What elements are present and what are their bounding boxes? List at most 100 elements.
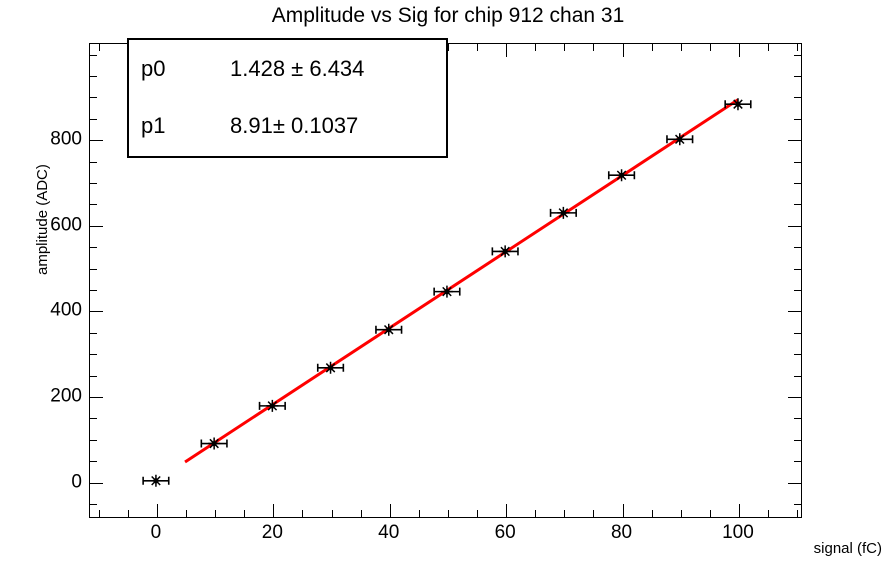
- x-axis-tick: [273, 504, 274, 517]
- fit-param-name: p0: [141, 56, 166, 81]
- y-axis-tick: [90, 55, 97, 56]
- fit-param-name: p1: [141, 113, 166, 138]
- y-axis-tick-right: [788, 140, 801, 141]
- x-axis-tick: [157, 504, 158, 517]
- x-axis-tick-top: [797, 44, 798, 51]
- x-axis-tick: [477, 510, 478, 517]
- x-axis-tick: [390, 504, 391, 517]
- x-axis-tick-top: [99, 44, 100, 51]
- y-axis-tick-right: [794, 354, 801, 355]
- fit-row: p0 1.428 ± 6.434: [129, 40, 446, 100]
- x-axis-tick-top: [739, 44, 740, 57]
- x-axis-tick-label: 40: [378, 522, 400, 543]
- y-axis-tick-right: [794, 76, 801, 77]
- x-axis-tick: [361, 510, 362, 517]
- y-axis-tick: [90, 311, 103, 312]
- fit-statistics-box: p0 1.428 ± 6.434 p1 8.91± 0.1037: [127, 38, 448, 158]
- x-axis-tick: [419, 510, 420, 517]
- x-axis-tick: [302, 510, 303, 517]
- x-axis-tick-top: [564, 44, 565, 51]
- x-axis-tick-top: [768, 44, 769, 51]
- x-axis-tick: [215, 510, 216, 517]
- y-axis-tick-right: [794, 333, 801, 334]
- y-axis-tick: [90, 397, 103, 398]
- y-axis-tick-right: [794, 290, 801, 291]
- x-axis-tick-top: [535, 44, 536, 51]
- y-axis-tick-right: [794, 55, 801, 56]
- y-axis-tick-right: [794, 162, 801, 163]
- x-axis-tick-top: [448, 44, 449, 51]
- x-axis-tick: [681, 510, 682, 517]
- x-axis-tick: [593, 510, 594, 517]
- y-axis-tick: [90, 183, 97, 184]
- y-axis-tick-right: [788, 226, 801, 227]
- x-axis-tick-label: 100: [722, 522, 754, 543]
- page-title: Amplitude vs Sig for chip 912 chan 31: [271, 4, 625, 27]
- y-axis-tick-right: [788, 311, 801, 312]
- y-axis-tick-right: [794, 440, 801, 441]
- y-axis-tick: [90, 376, 97, 377]
- fit-param-value: 8.91± 0.1037: [230, 113, 359, 138]
- y-axis-tick: [90, 483, 103, 484]
- x-axis-tick-top: [623, 44, 624, 57]
- x-axis-tick: [99, 510, 100, 517]
- plot-area: [90, 44, 801, 517]
- x-axis-tick-top: [593, 44, 594, 51]
- x-axis-tick-top: [652, 44, 653, 51]
- x-axis-tick: [332, 510, 333, 517]
- y-axis-tick-label: 0: [71, 471, 82, 493]
- x-axis-tick: [244, 510, 245, 517]
- x-axis-tick-label: 0: [150, 522, 162, 543]
- y-axis-tick-right: [794, 269, 801, 270]
- y-axis-tick: [90, 354, 97, 355]
- x-axis-tick-label: 20: [261, 522, 283, 543]
- x-axis-tick-labels: 0 20 40 60 80 100: [0, 523, 896, 549]
- x-axis-tick-top: [477, 44, 478, 51]
- x-axis-tick: [186, 510, 187, 517]
- y-axis-tick: [90, 290, 97, 291]
- y-axis-tick-right: [794, 247, 801, 248]
- y-axis-tick-right: [794, 504, 801, 505]
- y-axis-tick-right: [794, 461, 801, 462]
- x-axis-tick: [535, 510, 536, 517]
- y-axis-title: amplitude (ADC): [34, 164, 51, 275]
- x-axis-tick: [128, 510, 129, 517]
- y-axis-tick: [90, 162, 97, 163]
- y-axis-tick: [90, 140, 103, 141]
- y-axis-tick: [90, 76, 97, 77]
- y-axis-tick: [90, 269, 97, 270]
- x-axis-tick: [623, 504, 624, 517]
- y-axis-tick-label: 600: [50, 214, 82, 236]
- x-axis-tick-top: [681, 44, 682, 51]
- y-axis-tick: [90, 418, 97, 419]
- y-axis-tick-label: 800: [50, 128, 82, 150]
- y-axis-tick-right: [794, 183, 801, 184]
- y-axis-tick: [90, 504, 97, 505]
- x-axis-tick: [652, 510, 653, 517]
- y-axis-tick: [90, 333, 97, 334]
- fit-row: p1 8.91± 0.1037: [129, 97, 446, 157]
- x-axis-tick: [797, 510, 798, 517]
- x-axis-tick: [448, 510, 449, 517]
- y-axis-tick-labels: 0 200 400 600 800: [0, 43, 82, 518]
- y-axis-tick-right: [794, 97, 801, 98]
- y-axis-tick-label: 400: [50, 299, 82, 321]
- y-axis-tick-right: [794, 418, 801, 419]
- y-axis-tick: [90, 440, 97, 441]
- y-axis-tick-right: [788, 483, 801, 484]
- y-axis-tick-right: [794, 376, 801, 377]
- y-axis-tick: [90, 226, 103, 227]
- y-axis-tick: [90, 204, 97, 205]
- y-axis-tick: [90, 97, 97, 98]
- y-axis-tick-right: [794, 119, 801, 120]
- x-axis-tick: [739, 504, 740, 517]
- y-axis-tick-label: 200: [50, 385, 82, 407]
- fit-param-value: 1.428 ± 6.434: [230, 56, 365, 81]
- x-axis-tick-top: [506, 44, 507, 57]
- y-axis-tick: [90, 119, 97, 120]
- x-axis-title: signal (fC): [813, 540, 882, 557]
- y-axis-tick-right: [788, 397, 801, 398]
- x-axis-tick: [564, 510, 565, 517]
- x-axis-tick: [768, 510, 769, 517]
